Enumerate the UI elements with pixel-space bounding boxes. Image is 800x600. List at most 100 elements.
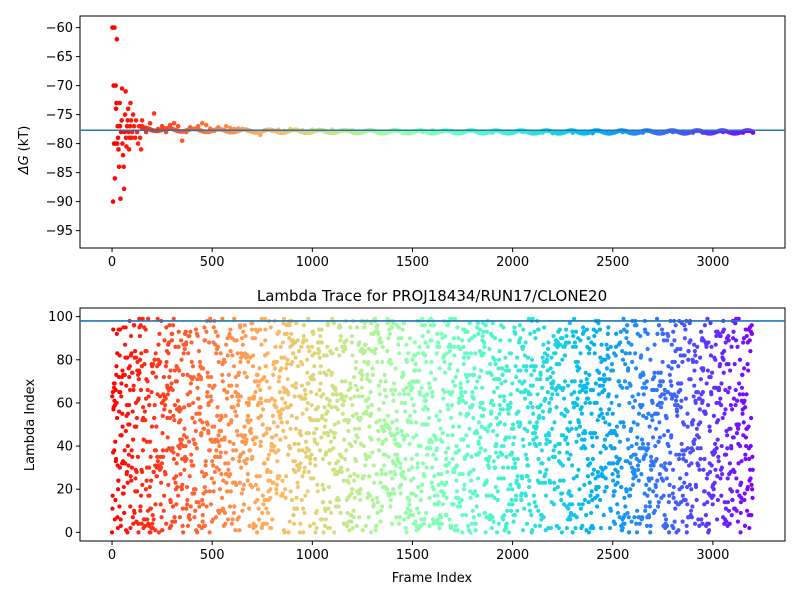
lambda-point	[537, 480, 542, 485]
lambda-point	[507, 338, 512, 343]
lambda-point	[160, 431, 165, 436]
lambda-point	[150, 521, 155, 526]
lambda-point	[349, 333, 355, 339]
lambda-point	[529, 357, 535, 362]
lambda-point	[205, 374, 211, 380]
lambda-point	[498, 338, 503, 343]
lambda-point	[747, 456, 752, 462]
lambda-point	[419, 385, 424, 390]
lambda-point	[381, 400, 386, 406]
lambda-point	[454, 463, 459, 468]
x-tick-label: 2000	[496, 548, 529, 563]
lambda-point	[664, 467, 669, 472]
lambda-point	[662, 513, 667, 518]
lambda-point	[132, 323, 137, 328]
lambda-point	[446, 407, 451, 412]
lambda-point	[132, 510, 137, 516]
lambda-point	[502, 513, 507, 518]
lambda-point	[197, 411, 202, 416]
lambda-point	[288, 426, 293, 431]
lambda-point	[222, 435, 227, 440]
lambda-point	[275, 424, 280, 429]
lambda-point	[493, 361, 498, 367]
lambda-point	[541, 515, 546, 520]
lambda-point	[709, 344, 714, 349]
lambda-point	[183, 443, 188, 449]
lambda-point	[708, 353, 713, 358]
lambda-point	[402, 476, 407, 481]
lambda-point	[438, 515, 444, 520]
lambda-point	[538, 402, 543, 408]
lambda-point	[459, 394, 465, 399]
lambda-point	[588, 431, 593, 436]
x-tick-label: 1000	[296, 548, 329, 563]
lambda-point	[234, 383, 239, 388]
lambda-point	[358, 497, 363, 503]
lambda-point	[621, 316, 626, 321]
lambda-point	[382, 372, 387, 377]
lambda-point	[370, 497, 375, 503]
lambda-point	[552, 480, 557, 485]
lambda-point	[733, 402, 738, 408]
lambda-point	[173, 344, 178, 349]
lambda-point	[285, 377, 290, 382]
lambda-point	[649, 413, 654, 418]
lambda-point	[302, 465, 307, 470]
lambda-point	[404, 530, 409, 535]
lambda-point	[569, 493, 574, 498]
lambda-point	[150, 513, 155, 518]
lambda-point	[383, 379, 388, 384]
lambda-point	[207, 530, 212, 535]
lambda-point	[620, 357, 626, 362]
lambda-point	[204, 504, 209, 509]
lambda-point	[305, 370, 310, 375]
lambda-point	[636, 392, 641, 397]
lambda-point	[328, 439, 334, 444]
lambda-point	[560, 433, 566, 438]
lambda-point	[125, 355, 130, 360]
lambda-point	[427, 415, 432, 421]
lambda-point	[319, 340, 324, 345]
lambda-point	[187, 474, 192, 479]
lambda-point	[376, 407, 382, 412]
lambda-point	[166, 340, 172, 345]
y-tick-label: 80	[56, 353, 73, 368]
lambda-point	[249, 321, 255, 326]
lambda-point	[295, 338, 300, 343]
lambda-point	[513, 493, 519, 498]
lambda-point	[691, 342, 697, 347]
lambda-point	[664, 415, 669, 421]
lambda-point	[281, 316, 287, 321]
lambda-point	[409, 456, 414, 462]
lambda-point	[174, 461, 179, 466]
lambda-point	[616, 474, 621, 479]
lambda-point	[317, 355, 322, 360]
lambda-point	[443, 370, 448, 375]
lambda-point	[257, 327, 263, 332]
lambda-point	[572, 340, 578, 345]
delta-g-point	[133, 118, 139, 123]
lambda-point	[269, 525, 274, 531]
lambda-point	[700, 521, 705, 526]
lambda-point	[293, 469, 298, 475]
lambda-point	[258, 413, 264, 418]
lambda-point	[146, 394, 151, 399]
lambda-point	[750, 487, 755, 492]
lambda-point	[676, 456, 682, 462]
lambda-point	[143, 487, 148, 492]
lambda-point	[363, 342, 368, 347]
lambda-point	[524, 364, 529, 369]
lambda-point	[461, 355, 467, 360]
lambda-point	[257, 366, 262, 371]
lambda-point	[487, 454, 492, 459]
lambda-point	[468, 469, 473, 475]
lambda-point	[218, 450, 223, 455]
lambda-point	[292, 441, 297, 447]
lambda-point	[258, 443, 263, 449]
lambda-point	[283, 435, 288, 440]
lambda-point	[503, 435, 509, 440]
lambda-point	[415, 351, 421, 356]
lambda-point	[706, 521, 711, 526]
lambda-point	[571, 405, 577, 410]
